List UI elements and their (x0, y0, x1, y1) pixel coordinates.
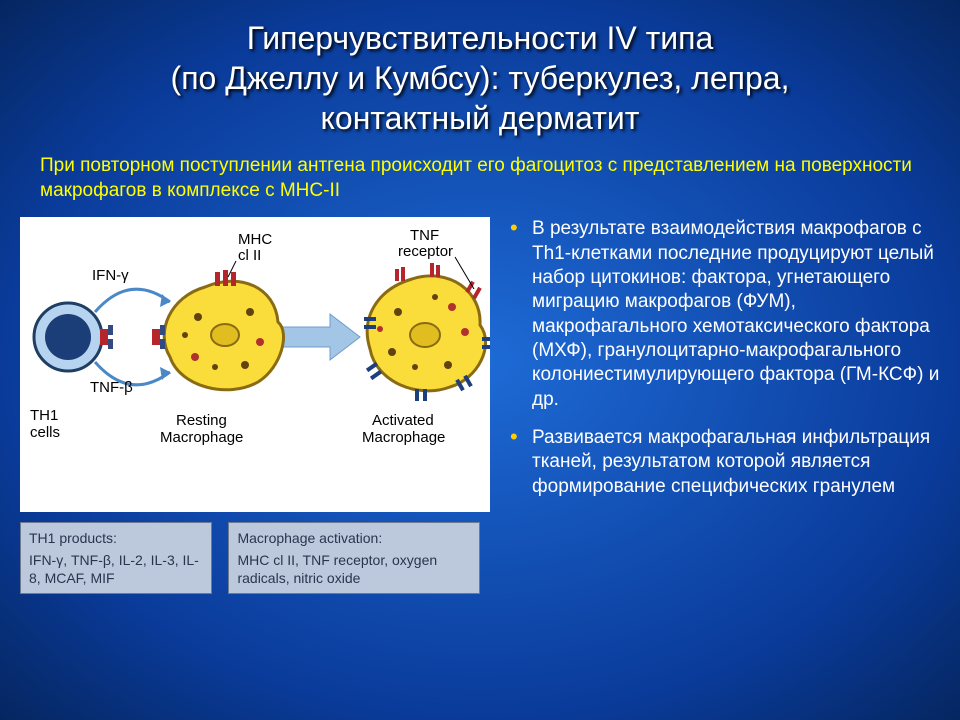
label-activated: Activated (372, 412, 434, 429)
table-right-body: MHC cl II, TNF receptor, oxygen radicals… (237, 551, 471, 587)
label-mhc: MHC (238, 231, 272, 248)
label-th1: TH1 (30, 407, 58, 424)
diagram-column: IFN-γ TNF-β TH1 cells Resting Macrophage… (20, 217, 490, 594)
content-row: IFN-γ TNF-β TH1 cells Resting Macrophage… (0, 217, 960, 594)
resting-macrophage (152, 270, 284, 390)
table-left-body: IFN-γ, TNF-β, IL-2, IL-3, IL-8, MCAF, MI… (29, 551, 203, 587)
bullet-column: В результате взаимодействия макрофагов с… (508, 217, 940, 594)
label-clii: cl II (238, 247, 261, 264)
label-tnf-r1: TNF (410, 227, 439, 244)
page-title: Гиперчувствительности IV типа (по Джеллу… (0, 0, 960, 148)
title-line-2: (по Джеллу и Кумбсу): туберкулез, лепра, (40, 58, 920, 98)
table-macrophage-activation: Macrophage activation: MHC cl II, TNF re… (228, 522, 480, 594)
bullet-item: Развивается макрофагальная инфильтрация … (508, 426, 940, 499)
table-th1-products: TH1 products: IFN-γ, TNF-β, IL-2, IL-3, … (20, 522, 212, 594)
title-line-1: Гиперчувствительности IV типа (40, 18, 920, 58)
transition-arrow-icon (282, 314, 360, 360)
label-macrophage: Macrophage (160, 429, 243, 446)
label-cells: cells (30, 424, 60, 441)
label-resting: Resting (176, 412, 227, 429)
label-tnf-r2: receptor (398, 243, 453, 260)
label-ifn: IFN-γ (92, 267, 129, 284)
title-line-3: контактный дерматит (40, 98, 920, 138)
th1-cell (34, 303, 113, 371)
table-left-header: TH1 products: (29, 529, 203, 547)
ifn-arrow (95, 290, 170, 313)
label-macrophage2: Macrophage (362, 429, 445, 446)
table-right-header: Macrophage activation: (237, 529, 471, 547)
subtitle: При повторном поступлении антгена происх… (0, 148, 960, 217)
bullet-item: В результате взаимодействия макрофагов с… (508, 217, 940, 412)
label-tnfb: TNF-β (90, 379, 133, 396)
diagram-box: IFN-γ TNF-β TH1 cells Resting Macrophage… (20, 217, 490, 512)
